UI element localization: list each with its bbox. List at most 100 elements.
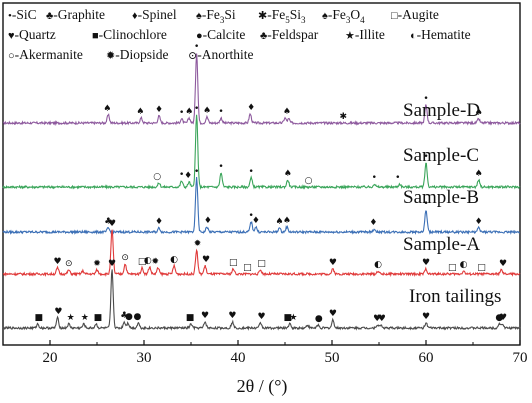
phase-marker: ♦ — [252, 216, 260, 226]
phase-marker: ⊙ — [121, 253, 129, 263]
legend-symbol: ♠ — [322, 10, 328, 22]
legend-subscript: 3 — [220, 15, 225, 25]
legend-symbol: ○ — [8, 50, 15, 62]
phase-marker: ○ — [305, 176, 313, 186]
legend-entry: ♣-Feldspar — [260, 27, 319, 42]
x-tick-label-30: 30 — [137, 350, 152, 366]
series-line-3 — [2, 229, 521, 278]
phase-marker: • — [395, 173, 400, 183]
series-label-3: Sample-A — [403, 234, 480, 255]
phase-marker: • — [423, 94, 428, 104]
phase-marker: ♥ — [53, 257, 61, 267]
legend-label: -Fe — [328, 7, 346, 22]
series-line-0 — [2, 53, 521, 127]
phase-marker: □ — [138, 257, 147, 267]
phase-marker: ♥ — [108, 219, 116, 229]
legend-label: -SiC — [12, 7, 37, 22]
phase-marker: • — [194, 167, 199, 177]
legend-label: -Hematite — [417, 27, 471, 42]
phase-marker: ♦ — [369, 218, 377, 228]
phase-marker: ♦ — [184, 171, 192, 181]
x-tick-label-60: 60 — [419, 350, 434, 366]
phase-marker: ♥ — [329, 258, 337, 268]
phase-marker: ♥ — [108, 259, 116, 269]
phase-marker: ♥ — [257, 312, 265, 322]
phase-marker: ✹ — [194, 239, 202, 249]
legend-symbol: ◐ — [410, 30, 417, 42]
phase-marker: □ — [477, 263, 486, 273]
phase-marker: ♠ — [203, 106, 211, 116]
phase-marker: ♠ — [475, 169, 483, 179]
legend-label-tail: O — [350, 7, 360, 22]
legend-entry: ■-Clinochlore — [92, 27, 167, 42]
phase-marker: ● — [125, 312, 133, 322]
legend-label: -Akermanite — [15, 47, 83, 62]
legend-subscript: 3 — [346, 15, 351, 25]
phase-marker: • — [218, 162, 223, 172]
phase-marker: ♠ — [275, 217, 283, 227]
x-axis-title: 2θ / (°) — [237, 376, 288, 397]
legend-entry: □-Augite — [391, 7, 439, 22]
legend-symbol: ★ — [345, 30, 355, 42]
phase-marker: ♥ — [378, 314, 386, 324]
legend-symbol: ♠ — [196, 10, 202, 22]
x-axis: 20 30 40 50 60 70 — [2, 340, 528, 366]
legend-entry: ♣-Graphite — [46, 7, 105, 22]
legend-subscript: 5 — [285, 15, 290, 25]
phase-marker: ♥ — [201, 311, 209, 321]
phase-marker: ◐ — [374, 260, 382, 270]
phase-marker: ♥ — [422, 312, 430, 322]
phase-marker: • — [249, 211, 254, 221]
legend-symbol: • — [8, 10, 12, 22]
phase-marker: ♦ — [247, 103, 255, 113]
phase-marker: • — [218, 107, 223, 117]
legend-label-tail: Si — [290, 7, 302, 22]
phase-marker: ◐ — [144, 256, 152, 266]
series-line-4 — [2, 269, 521, 331]
phase-marker: ● — [495, 313, 503, 323]
phase-marker: • — [194, 104, 199, 114]
phase-marker: ♠ — [103, 104, 111, 114]
legend-entry: ✱-Fe5Si3 — [258, 7, 306, 25]
phase-marker: ■ — [94, 313, 103, 323]
legend-symbol: ♦ — [132, 10, 138, 22]
x-tick-label-40: 40 — [231, 350, 246, 366]
phase-marker: ♦ — [204, 216, 212, 226]
legend-label: -Quartz — [15, 27, 56, 42]
legend-entry: •-SiC — [8, 7, 37, 22]
phase-marker: ♠ — [185, 107, 193, 117]
legend-entry: ♠-Fe3O4 — [322, 7, 365, 25]
phase-marker: ★ — [67, 313, 75, 323]
phase-marker: ♦ — [155, 105, 163, 115]
legend-subscript: 3 — [301, 15, 306, 25]
series-line-1 — [2, 114, 521, 191]
legend-entry: ♠-Fe3Si — [196, 7, 236, 25]
legend-label: -Calcite — [203, 27, 246, 42]
legend-entry: ✹-Diopside — [106, 47, 168, 62]
phase-marker: □ — [257, 259, 266, 269]
legend-entry: ●-Calcite — [196, 27, 245, 42]
phase-marker: ♣ — [104, 217, 112, 227]
legend-entry: ★-Illite — [345, 27, 385, 42]
legend-label-tail: Si — [224, 7, 236, 22]
phase-marker: ● — [133, 312, 141, 322]
phase-marker: ♠ — [283, 216, 291, 226]
series-label-0: Sample-D — [403, 100, 480, 121]
phase-marker: ○ — [153, 172, 161, 182]
phase-marker: ◐ — [460, 260, 468, 270]
phase-marker: ● — [315, 314, 323, 324]
legend-label: -Feldspar — [267, 27, 318, 42]
phase-marker: • — [372, 173, 377, 183]
legend-symbol: ✹ — [106, 50, 115, 62]
phase-marker: ♠ — [136, 107, 144, 117]
legend-symbol: ● — [196, 30, 203, 42]
x-tick-label-50: 50 — [325, 350, 340, 366]
legend-symbol: ■ — [92, 30, 99, 42]
phase-marker: ✹ — [152, 257, 160, 267]
x-tick-label-70: 70 — [513, 350, 528, 366]
plot-frame — [2, 2, 521, 346]
series-labels: Sample-D Sample-C Sample-B Sample-A Iron tai… — [403, 100, 501, 307]
legend-label: -Fe — [267, 7, 285, 22]
phase-marker: ✱ — [340, 112, 348, 122]
